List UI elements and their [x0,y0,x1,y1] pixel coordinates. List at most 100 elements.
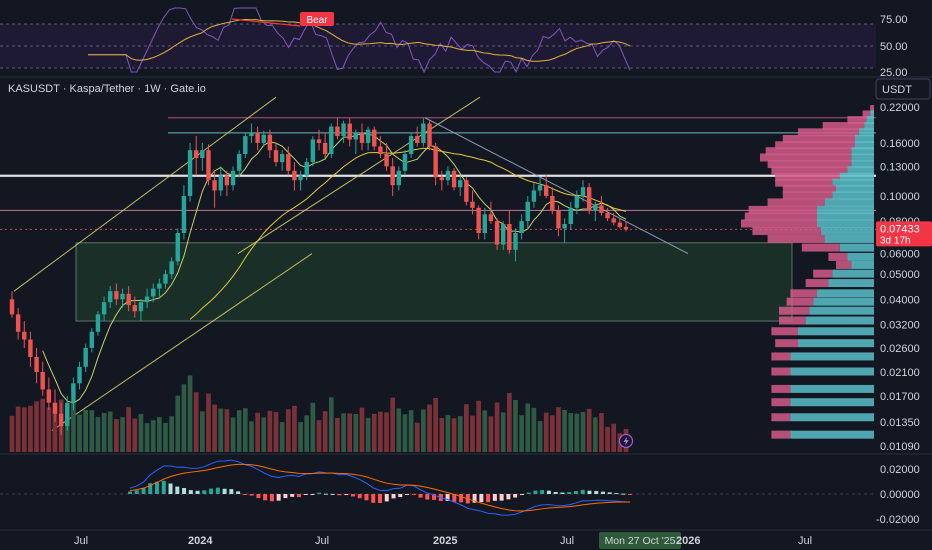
candle [120,288,125,309]
volume-profile-up [832,178,874,187]
candle [365,126,371,151]
volume-profile-up [832,191,874,200]
candle-body [193,150,199,158]
time-label-2024: 2024 [188,535,213,547]
candle-body [89,331,95,348]
bear-label: Bear [306,15,328,26]
symbol-header: KASUSDT · Kaspa/Tether · 1W · Gate.io [8,83,206,95]
time-label-jul-2025: Jul [560,535,574,547]
macd-line [129,459,631,516]
event-marker[interactable] [618,433,634,449]
candle [9,291,15,318]
candle [531,183,537,208]
volume-profile-down [744,212,817,221]
volume-bar [193,392,199,452]
candle [476,205,481,240]
channel-line [237,96,481,255]
macd-histogram-bar [296,494,301,498]
candle-body [218,175,223,191]
volume-profile-down [822,122,865,131]
macd-histogram-bar [209,488,214,494]
volume-bar [304,415,310,452]
volume-profile-down [775,339,798,348]
volume-bar [175,395,181,452]
candle-body [402,154,408,171]
candle [279,150,285,171]
volume-bar [144,423,150,452]
candle-body [451,170,457,188]
candle-body [58,413,64,427]
price-tick: 0.13000 [880,161,920,173]
candle [114,283,119,306]
candle [580,180,586,202]
macd-histogram-bar [263,494,268,501]
candle-body [157,283,162,289]
macd-histogram-bar [418,494,423,498]
candle [28,331,33,367]
volume-bar [549,415,555,452]
price-tick: 0.01350 [880,417,920,429]
candle-body [261,134,266,143]
volume-profile-up [817,212,874,221]
lightning-icon [623,436,629,446]
volume-bar [298,422,303,452]
candle-body [28,339,33,357]
candle [261,130,266,147]
volume-profile-up [790,352,874,361]
macd-histogram-bar [398,494,403,498]
volume-bar [500,412,506,452]
volume-profile-up [790,384,874,393]
macd-histogram-bar [128,491,132,494]
volume-bar [89,410,95,452]
volume-bar [218,408,224,452]
volume-bar [120,417,125,452]
price-tick: 0.01700 [880,391,920,403]
volume-profile-up [855,134,874,143]
candle-body [108,291,113,303]
volume-profile-up [824,234,874,243]
volume-bar [77,414,82,452]
macd-histogram-bar [587,490,592,494]
candle [52,389,58,422]
volume-profile-down [790,289,817,298]
candle-body [40,372,45,390]
countdown-label: 3d 17h [880,235,911,246]
candle [568,201,573,230]
candle-body [427,123,432,147]
rsi-tick-25: 25.00 [880,67,908,79]
candle-body [322,142,328,155]
candle [586,183,592,215]
rsi-tick-50: 50.00 [880,41,908,53]
macd-histogram-bar [357,494,362,499]
ma-slow [189,147,627,320]
volume-bar [445,414,451,452]
candle-body [15,314,21,332]
macd-histogram-bar [303,494,308,495]
candle [230,166,236,191]
macd-histogram-bar [607,492,612,494]
macd-histogram-bar [168,483,173,494]
candle [286,146,291,176]
volume-bar [200,411,205,452]
volume-bar [341,413,346,452]
volume-bar [267,410,273,452]
volume-profile-up [824,198,874,207]
macd-histogram-bar [486,494,491,503]
macd-histogram-bar [337,494,342,496]
volume-bar [101,412,107,452]
candle [163,269,168,289]
candle-body [531,190,537,202]
volume-profile-down [828,252,848,261]
volume-profile-down [767,198,825,207]
volume-profile-down [786,297,814,306]
candle-body [543,185,549,196]
volume-bar [568,413,574,452]
currency-box[interactable] [875,78,931,100]
candle-body [365,129,371,143]
macd-histogram-bar [459,494,464,503]
candle [71,377,76,410]
price-tick: 0.02600 [880,343,920,355]
candle-body [605,212,610,219]
macd-histogram-bar [445,494,450,501]
